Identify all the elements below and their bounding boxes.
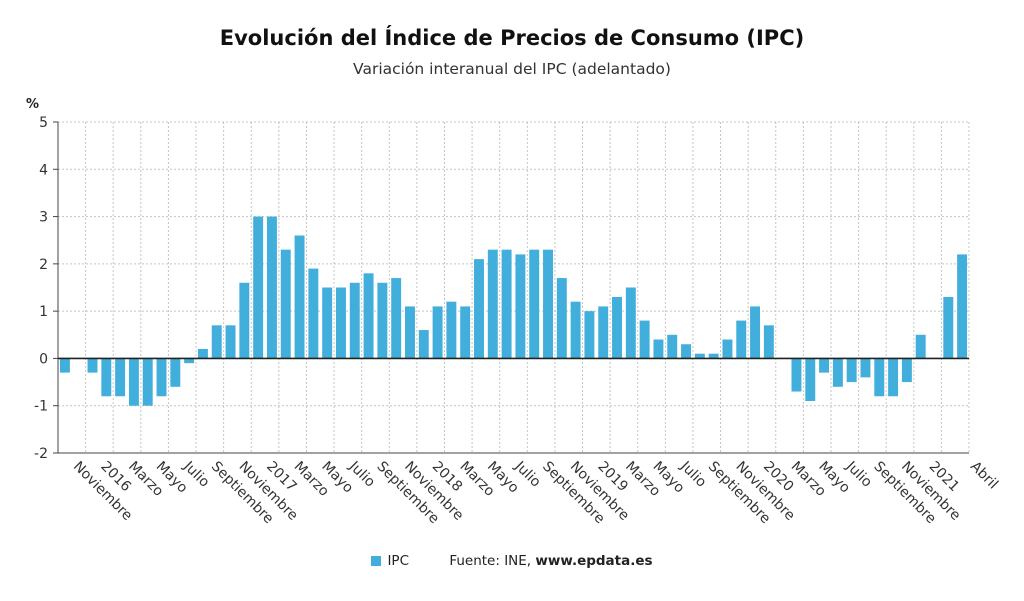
bar-58 — [860, 358, 871, 378]
bar-24 — [391, 278, 402, 359]
bar-43 — [653, 339, 664, 359]
bar-59 — [874, 358, 885, 397]
legend: IPC Fuente: INE, www.epdata.es — [0, 553, 1024, 569]
bar-18 — [308, 268, 319, 359]
bar-49 — [736, 320, 747, 359]
bar-31 — [487, 249, 498, 359]
bar-62 — [915, 334, 926, 359]
y-tick-label-1: 4 — [39, 162, 48, 178]
bar-21 — [349, 282, 360, 359]
bar-23 — [377, 282, 388, 359]
bar-25 — [405, 306, 415, 359]
source-site: www.epdata.es — [535, 553, 653, 569]
legend-swatch — [371, 556, 382, 566]
bar-27 — [432, 306, 443, 359]
bar-16 — [280, 249, 291, 359]
bar-65 — [957, 254, 968, 359]
bar-34 — [529, 249, 540, 359]
y-tick-label-7: -2 — [34, 446, 48, 462]
bar-15 — [266, 216, 277, 359]
bar-13 — [239, 282, 250, 359]
axes — [53, 121, 969, 454]
chart-subtitle: Variación interanual del IPC (adelantado… — [353, 60, 671, 78]
bar-30 — [474, 259, 484, 359]
bar-61 — [901, 358, 912, 383]
bar-64 — [943, 296, 954, 359]
bar-10 — [197, 348, 208, 359]
bar-17 — [294, 235, 305, 359]
bar-11 — [211, 325, 222, 359]
bar-37 — [570, 301, 581, 359]
y-tick-label-3: 2 — [39, 257, 48, 273]
bar-0 — [59, 358, 70, 373]
bar-55 — [819, 358, 830, 373]
bar-28 — [446, 301, 457, 359]
bar-22 — [363, 273, 374, 359]
y-unit-label: % — [26, 97, 39, 112]
bar-7 — [156, 358, 167, 397]
bar-50 — [750, 306, 761, 359]
bar-47 — [708, 353, 719, 359]
bar-19 — [322, 287, 333, 359]
bar-20 — [335, 287, 346, 359]
bar-14 — [253, 216, 264, 359]
y-tick-label-5: 0 — [39, 351, 48, 367]
bar-8 — [170, 358, 181, 387]
legend-label: IPC — [387, 553, 410, 569]
bar-5 — [128, 358, 139, 406]
y-tick-label-2: 3 — [39, 210, 48, 226]
bar-33 — [515, 254, 526, 359]
bar-60 — [888, 358, 899, 397]
y-tick-label-6: -1 — [34, 399, 48, 415]
bar-42 — [639, 320, 650, 359]
source-prefix: Fuente: INE, — [449, 553, 536, 569]
bar-3 — [101, 358, 112, 397]
bars — [59, 216, 968, 406]
bar-39 — [598, 306, 609, 359]
bar-12 — [225, 325, 236, 359]
bar-4 — [115, 358, 126, 397]
source-note: Fuente: INE, www.epdata.es — [449, 553, 652, 569]
y-tick-label-4: 1 — [39, 304, 48, 320]
bar-40 — [612, 296, 622, 359]
y-tick-labels: 5 4 3 2 1 0 -1 -2 — [34, 115, 48, 462]
bar-32 — [501, 249, 512, 359]
bar-35 — [543, 249, 553, 359]
bar-41 — [625, 287, 636, 359]
bar-46 — [694, 353, 705, 359]
bar-6 — [142, 358, 153, 406]
bar-51 — [763, 325, 774, 359]
bar-38 — [584, 311, 595, 359]
bar-57 — [846, 358, 857, 383]
bar-45 — [681, 344, 692, 359]
bar-54 — [805, 358, 816, 401]
x-tick-labels: Noviembre2016MarzoMayoJulioSeptiembreNov… — [70, 458, 1001, 527]
bar-9 — [184, 358, 195, 364]
bar-29 — [460, 306, 471, 359]
bar-56 — [832, 358, 843, 387]
x-tick-label-32: Abril — [967, 459, 1001, 493]
bar-2 — [87, 358, 98, 373]
legend-item-ipc: IPC — [371, 553, 409, 569]
chart-title: Evolución del Índice de Precios de Consu… — [219, 26, 805, 50]
grid — [57, 121, 970, 454]
bar-44 — [667, 334, 678, 359]
bar-26 — [418, 330, 429, 359]
bar-48 — [722, 339, 733, 359]
y-tick-label-0: 5 — [39, 115, 48, 131]
bar-53 — [791, 358, 802, 392]
bar-36 — [556, 278, 567, 359]
